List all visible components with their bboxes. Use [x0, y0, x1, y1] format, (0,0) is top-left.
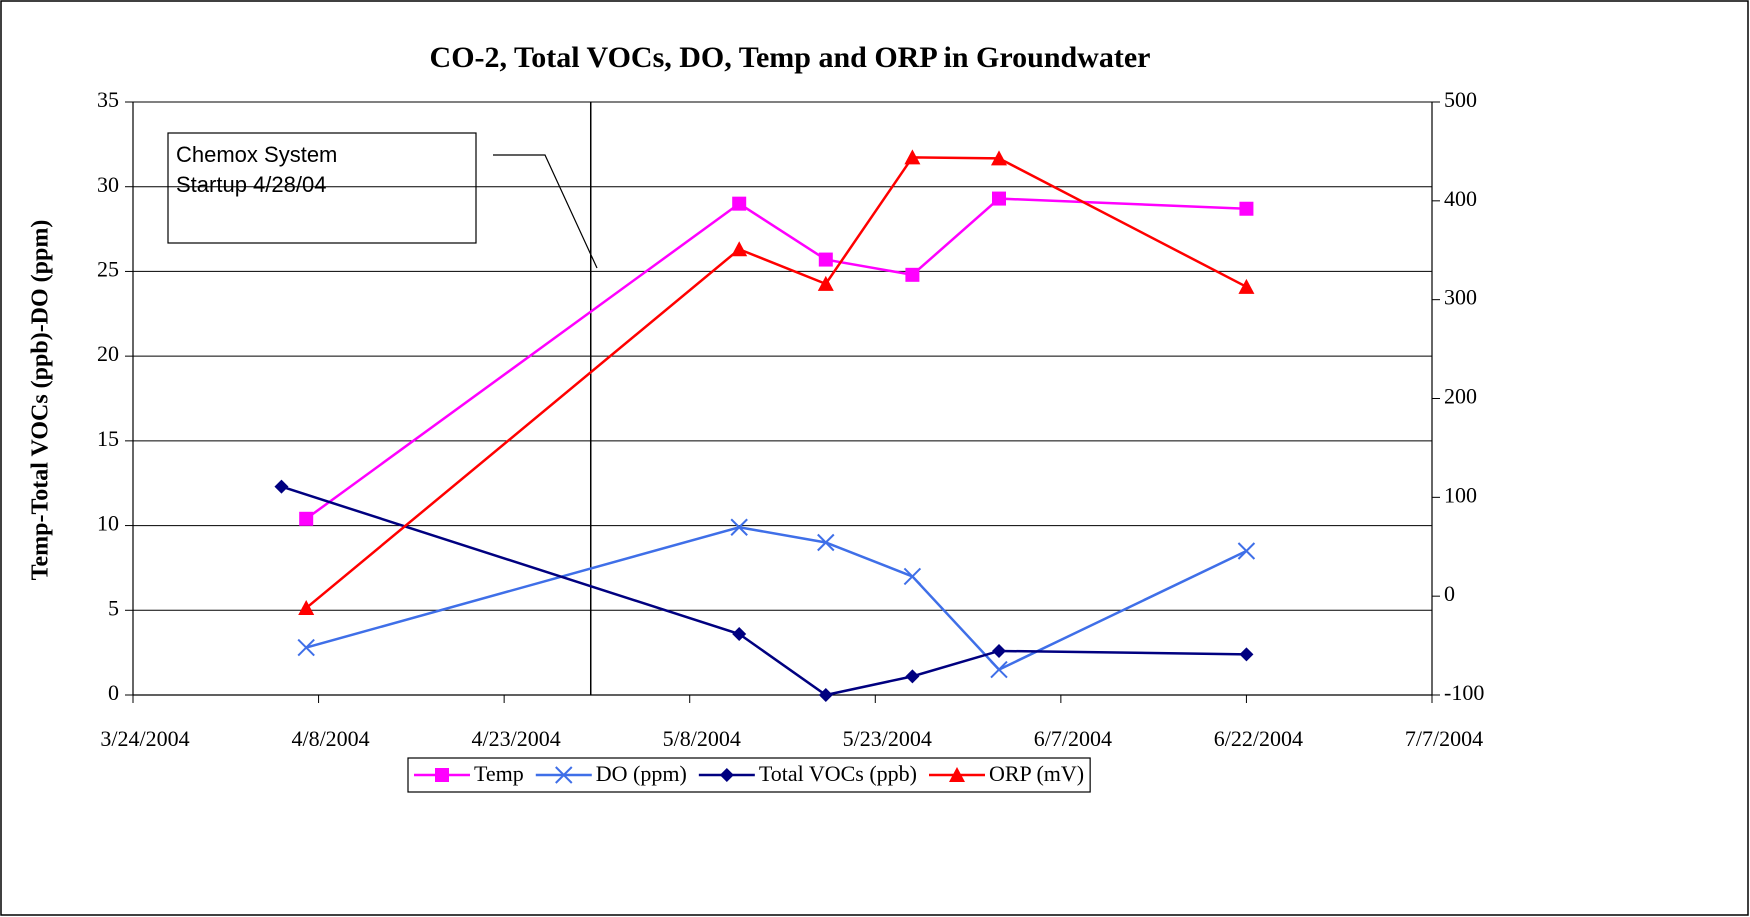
- marker: [905, 669, 920, 684]
- marker: [1238, 278, 1255, 294]
- y2-tick-label: -100: [1444, 680, 1484, 705]
- y-tick-label: 25: [97, 256, 119, 281]
- x-tick-label: 3/24/2004: [100, 726, 189, 751]
- series-line: [305, 525, 1247, 672]
- marker: [1239, 201, 1254, 216]
- y-axis-label: Temp-Total VOCs (ppb)-DO (ppm): [28, 220, 54, 581]
- annotation-callout: [493, 154, 598, 269]
- series-line: [281, 485, 1247, 697]
- x-tick-label: 6/7/2004: [1034, 726, 1112, 751]
- marker: [817, 533, 835, 552]
- marker: [818, 252, 833, 267]
- legend-label: Total VOCs (ppb): [759, 761, 917, 786]
- marker: [719, 768, 734, 782]
- y2-tick-label: 500: [1444, 87, 1477, 112]
- marker: [992, 643, 1006, 658]
- y2-tick-label: 300: [1444, 285, 1477, 310]
- y-tick-label: 5: [108, 595, 119, 620]
- marker: [905, 267, 920, 282]
- marker: [903, 567, 922, 586]
- marker: [555, 766, 573, 784]
- y-tick-label: 30: [97, 172, 119, 197]
- annotation-box: [167, 132, 477, 244]
- marker: [904, 149, 921, 165]
- marker: [299, 511, 314, 526]
- marker: [949, 767, 965, 782]
- legend: Temp DO (ppm) Total VOCs (ppb) ORP (mV): [407, 757, 1091, 793]
- marker: [435, 768, 449, 782]
- x-tick-label: 7/7/2004: [1405, 726, 1483, 751]
- x-tick-label: 4/8/2004: [291, 726, 369, 751]
- y-tick-label: 35: [97, 87, 119, 112]
- marker: [297, 638, 315, 657]
- annotation-text: Startup 4/28/04: [176, 172, 326, 197]
- marker: [730, 518, 748, 536]
- series-line: [305, 197, 1247, 520]
- series-line: [305, 156, 1248, 609]
- marker: [992, 191, 1006, 206]
- marker: [298, 600, 315, 616]
- y-tick-label: 0: [108, 680, 119, 705]
- y-tick-label: 15: [97, 426, 119, 451]
- annotation-text: Chemox System: [176, 142, 337, 167]
- marker: [1239, 647, 1254, 662]
- x-tick-label: 4/23/2004: [472, 726, 561, 751]
- marker: [818, 688, 833, 702]
- y-tick-label: 20: [97, 341, 119, 366]
- marker: [1237, 542, 1256, 560]
- marker: [991, 150, 1007, 166]
- x-tick-label: 5/8/2004: [663, 726, 741, 751]
- marker: [732, 196, 747, 211]
- legend-label: ORP (mV): [989, 761, 1084, 786]
- y2-tick-label: 100: [1444, 482, 1477, 507]
- marker: [732, 627, 747, 642]
- y-tick-label: 10: [97, 511, 119, 536]
- legend-label: DO (ppm): [596, 761, 687, 786]
- x-tick-label: 5/23/2004: [843, 726, 932, 751]
- legend-label: Temp: [474, 761, 524, 786]
- y2-tick-label: 400: [1444, 186, 1477, 211]
- marker: [817, 275, 834, 291]
- chart-title: CO-2, Total VOCs, DO, Temp and ORP in Gr…: [430, 41, 1151, 74]
- marker: [990, 660, 1008, 679]
- y2-tick-label: 200: [1444, 384, 1477, 409]
- marker: [274, 479, 289, 494]
- y2-tick-label: 0: [1444, 581, 1455, 606]
- x-tick-label: 6/22/2004: [1214, 726, 1303, 751]
- marker: [731, 241, 748, 257]
